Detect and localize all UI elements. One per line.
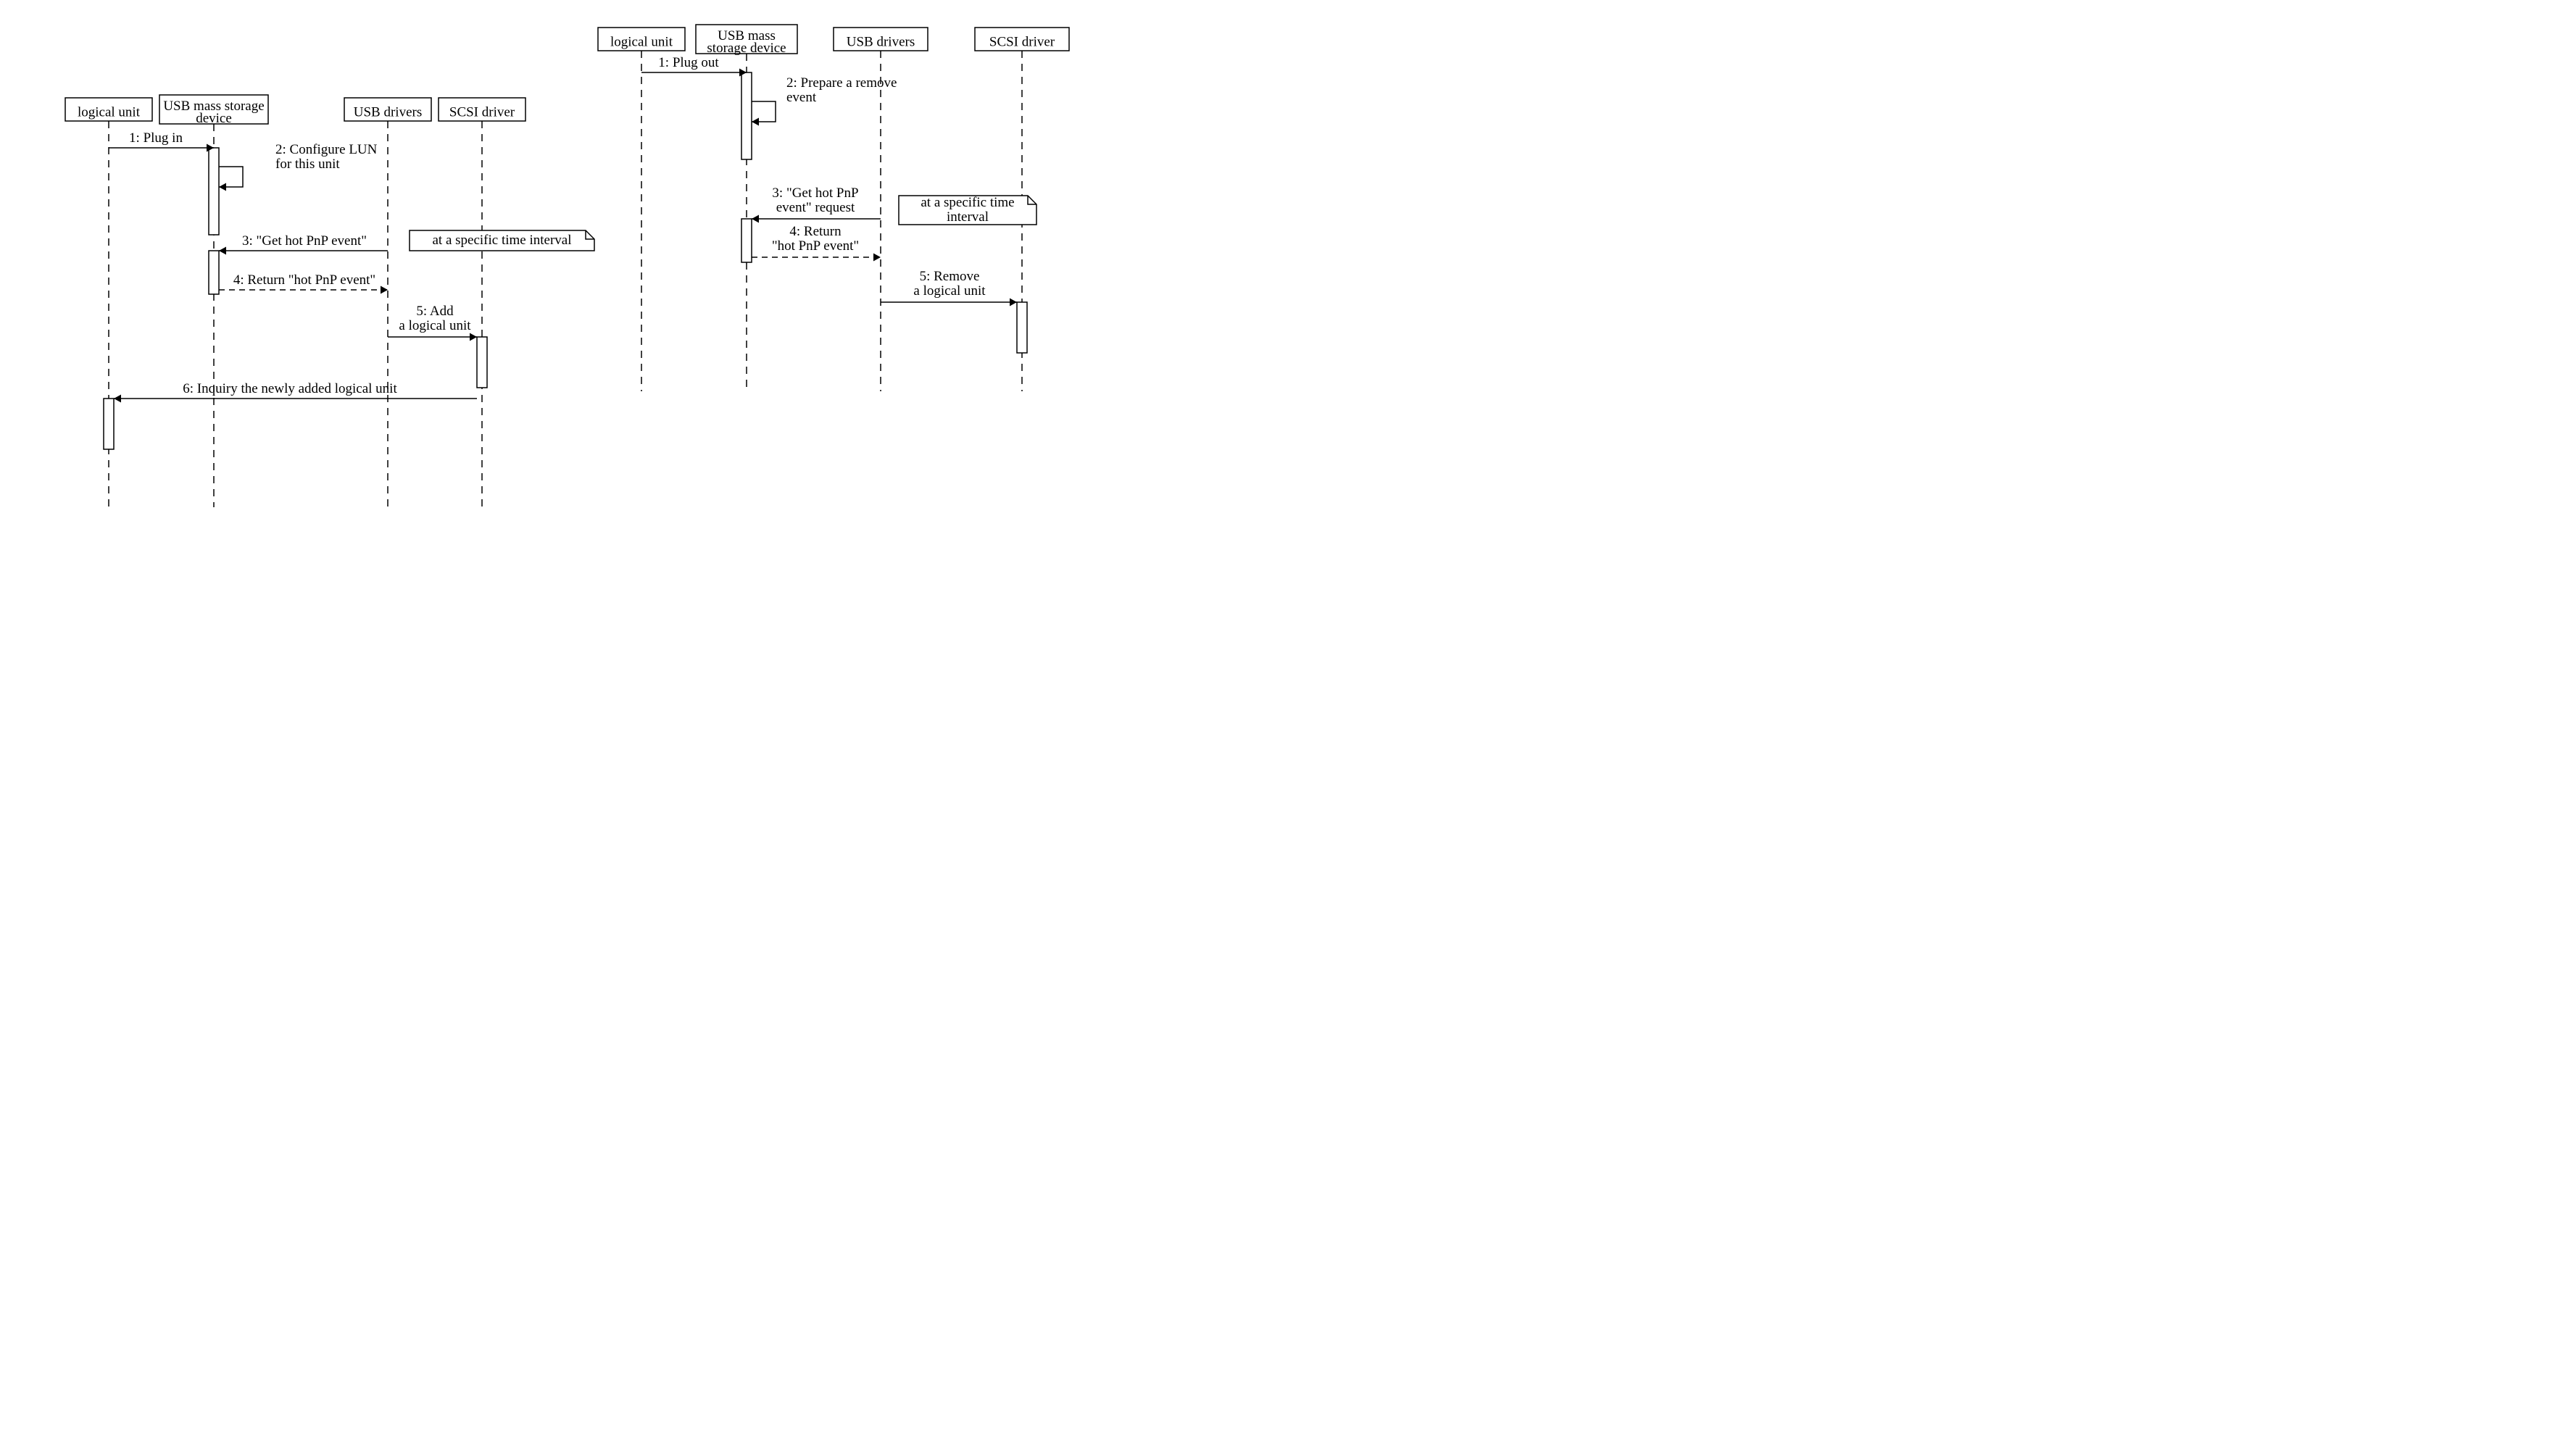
svg-text:interval: interval [947,209,989,225]
svg-text:storage device: storage device [707,41,786,56]
svg-text:SCSI driver: SCSI driver [989,34,1055,49]
svg-text:6: Inquiry the newly added log: 6: Inquiry the newly added logical unit [183,381,397,396]
svg-text:3: "Get hot PnP event": 3: "Get hot PnP event" [242,233,367,249]
svg-text:USB drivers: USB drivers [354,104,422,120]
svg-text:for this unit: for this unit [275,157,340,172]
sequence-diagram: logical unitUSB mass storagedeviceUSB dr… [14,14,1302,742]
svg-text:2: Configure LUN: 2: Configure LUN [275,142,378,157]
svg-text:event: event [786,90,817,105]
svg-text:logical unit: logical unit [78,104,141,120]
svg-text:device: device [196,111,232,126]
svg-text:3: "Get hot PnP: 3: "Get hot PnP [772,185,858,201]
svg-text:5: Remove: 5: Remove [920,269,980,284]
svg-text:4: Return: 4: Return [789,224,842,239]
svg-text:a logical unit: a logical unit [399,318,471,333]
svg-text:4: Return "hot PnP event": 4: Return "hot PnP event" [233,272,375,288]
svg-text:a logical unit: a logical unit [913,283,986,299]
svg-text:at a specific time: at a specific time [921,195,1014,210]
svg-text:at a specific time interval: at a specific time interval [432,233,571,248]
svg-text:USB drivers: USB drivers [847,34,915,49]
svg-text:2: Prepare a remove: 2: Prepare a remove [786,75,897,91]
svg-text:event" request: event" request [776,200,855,215]
svg-text:5: Add: 5: Add [416,304,454,319]
svg-text:"hot PnP event": "hot PnP event" [772,238,859,254]
svg-text:1: Plug in: 1: Plug in [129,130,183,146]
svg-text:logical unit: logical unit [610,34,673,49]
svg-text:1: Plug out: 1: Plug out [658,55,719,70]
svg-text:SCSI driver: SCSI driver [449,104,515,120]
